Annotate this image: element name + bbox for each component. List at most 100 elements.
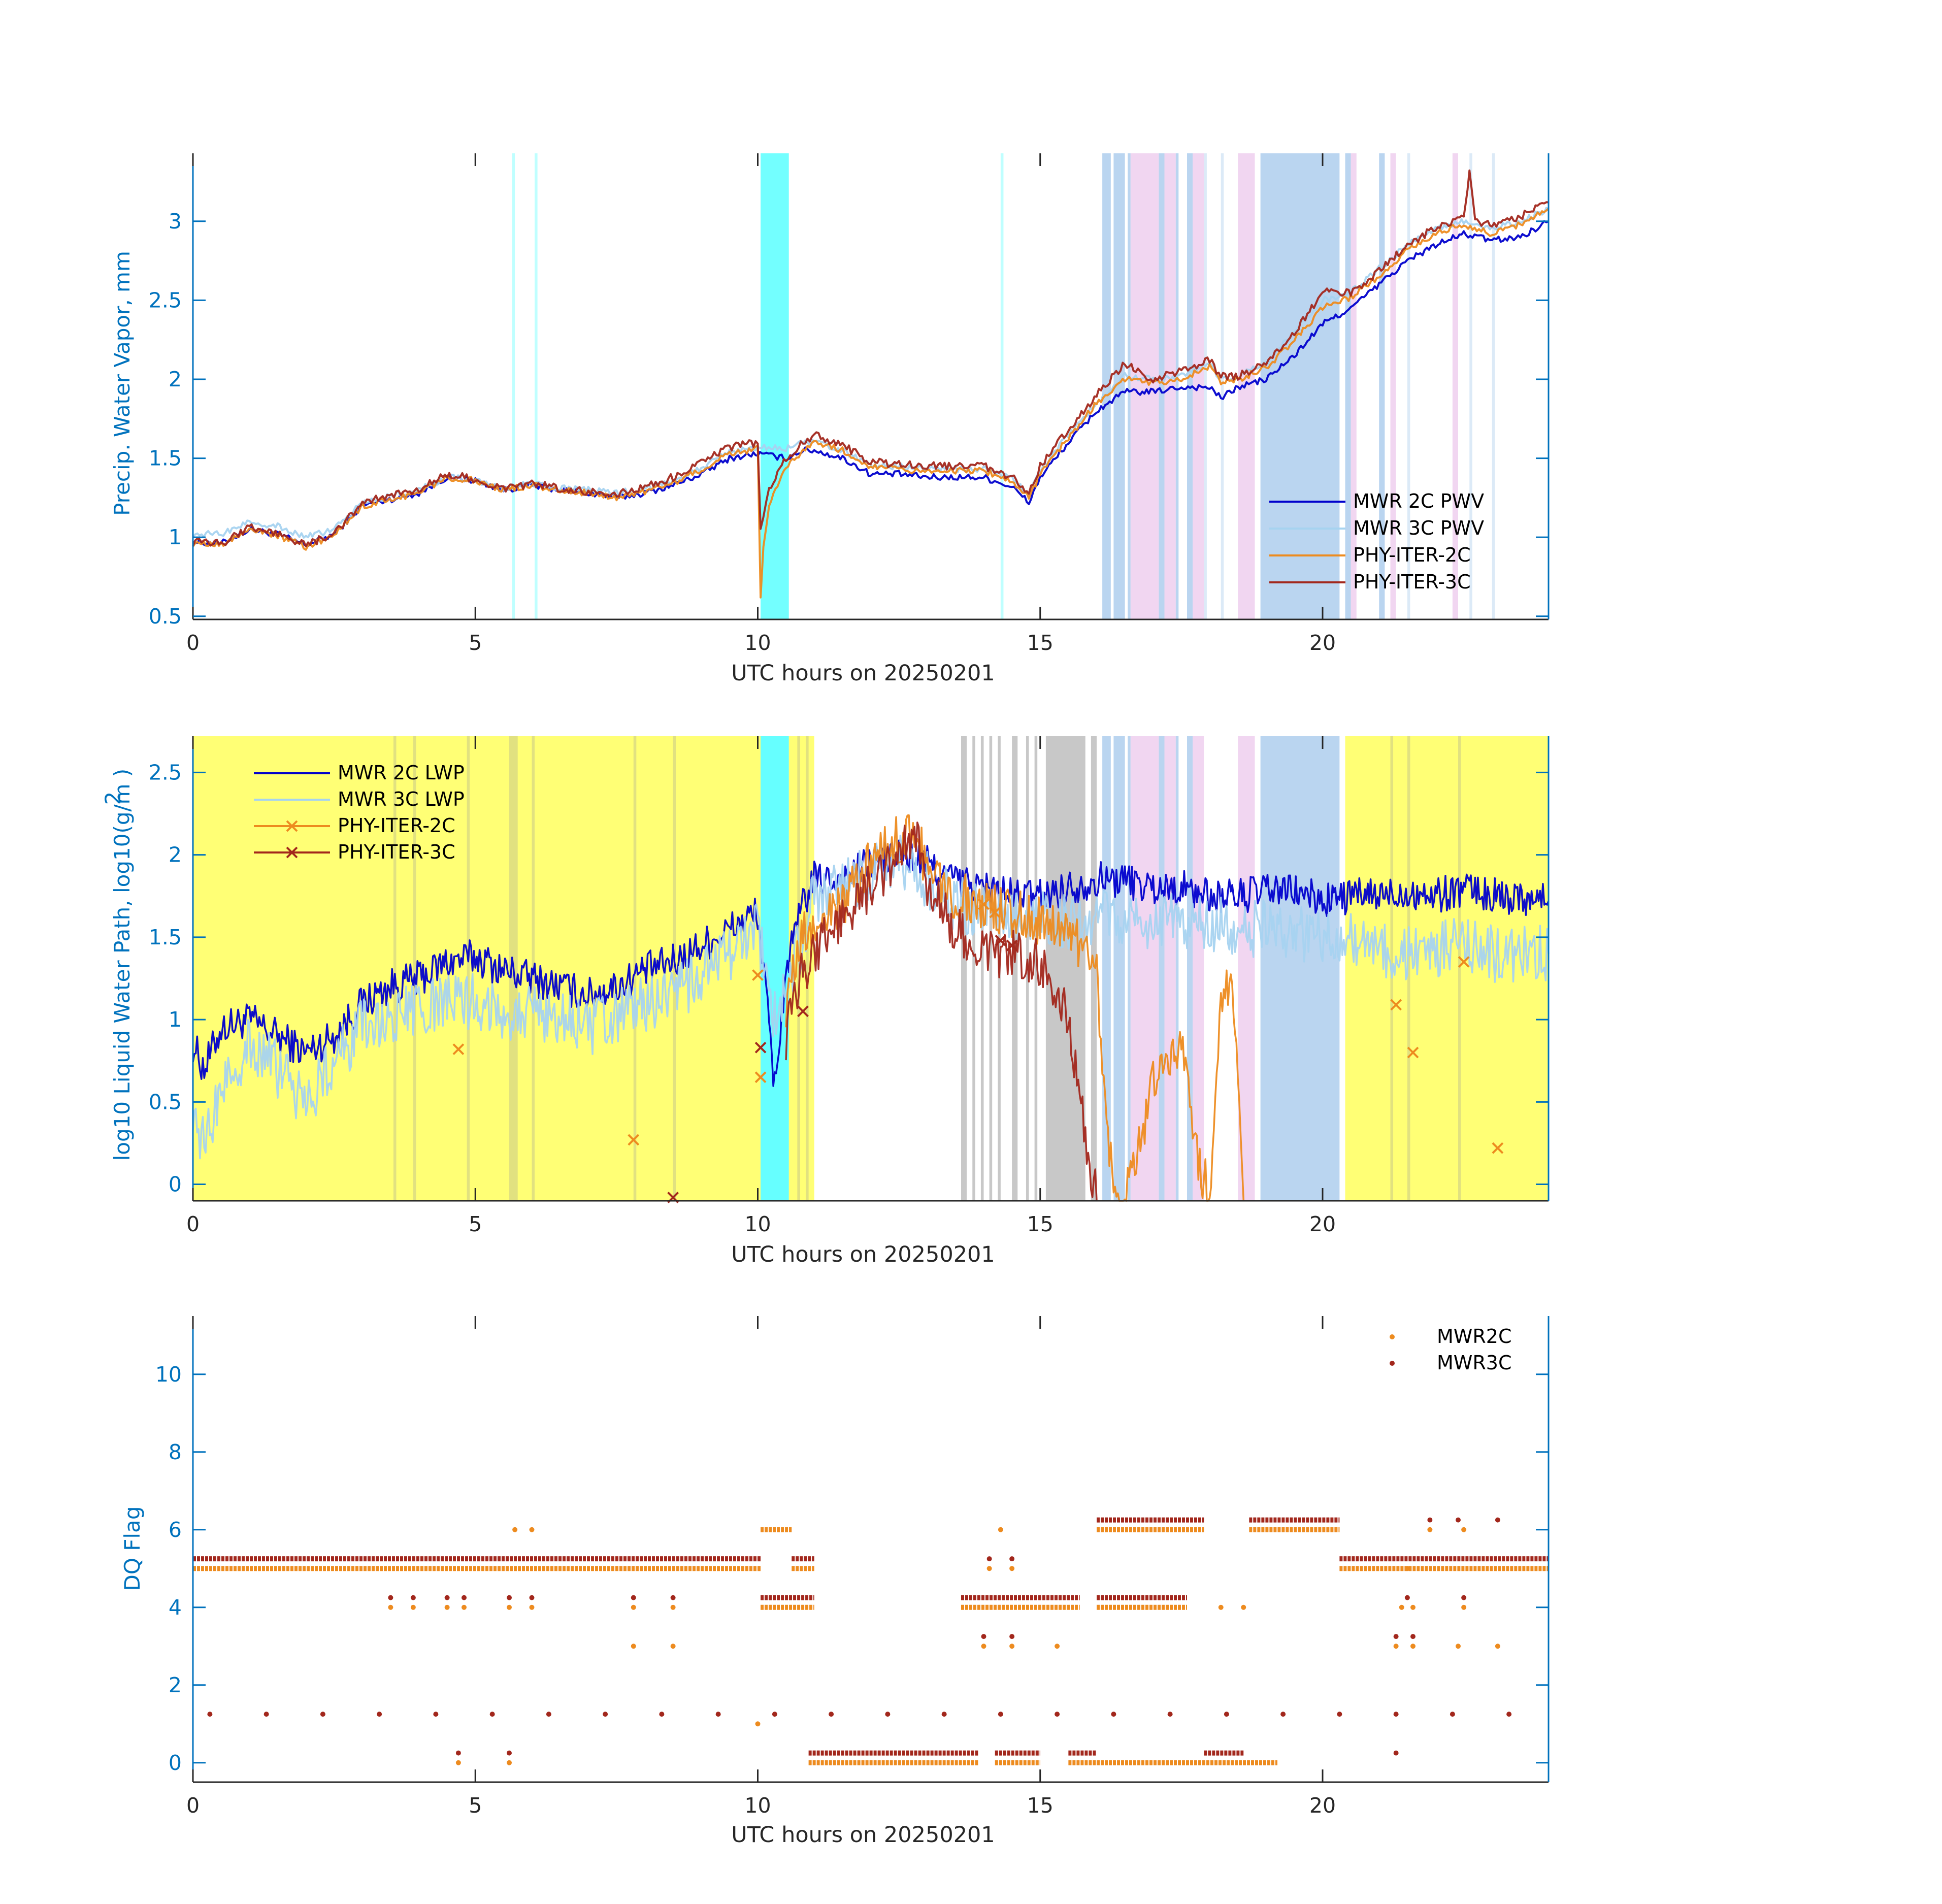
lwp-qc-band: [393, 736, 397, 1201]
pwv-qc-band: [1260, 153, 1340, 619]
dq-flag-point-mwr3c: [941, 1712, 947, 1717]
lwp-y-tick-label: 2: [169, 843, 182, 867]
lwp-x-axis-label: UTC hours on 20250201: [731, 1242, 995, 1267]
lwp-marker-point: [1458, 956, 1470, 968]
dq-flag-point-mwr3c: [1167, 1712, 1173, 1717]
lwp-legend-label: MWR 3C LWP: [338, 788, 465, 810]
lwp-y-tick-label: 1.5: [149, 925, 182, 949]
lwp-legend-label: PHY-ITER-2C: [338, 814, 455, 837]
lwp-marker-point: [1390, 999, 1402, 1011]
pwv-qc-band: [1407, 153, 1410, 619]
lwp-axes: [192, 736, 1550, 1202]
pwv-x-tick-label: 10: [744, 631, 771, 655]
pwv-qc-band: [1351, 153, 1357, 619]
pwv-qc-band: [1130, 153, 1159, 619]
dq-flag-point-mwr2c: [462, 1604, 467, 1610]
dq-flag-point-mwr3c: [1009, 1556, 1015, 1562]
pwv-legend-label: PHY-ITER-3C: [1353, 571, 1471, 593]
dq-flag-point-mwr2c: [1410, 1644, 1416, 1649]
dq-flag-point-mwr3c: [1009, 1634, 1015, 1639]
dq-flag-point-mwr3c: [1427, 1517, 1433, 1523]
lwp-markers: [452, 898, 1504, 1203]
pwv-qc-shading: [512, 153, 1495, 619]
pwv-qc-band: [1221, 153, 1224, 619]
lwp-x-tick-label: 15: [1027, 1212, 1054, 1236]
pwv-qc-band: [761, 153, 789, 619]
dq-flag-point-mwr3c: [885, 1712, 891, 1717]
dq-y-tick-label: 2: [169, 1673, 182, 1697]
lwp-qc-band: [1091, 736, 1097, 1201]
dq-flag-point-mwr2c: [981, 1644, 986, 1649]
lwp-qc-band: [1175, 736, 1179, 1201]
pwv-y-tick-label: 2: [169, 367, 182, 391]
lwp-legend-label: PHY-ITER-3C: [338, 841, 455, 863]
dq-flag-point-mwr3c: [603, 1712, 608, 1717]
pwv-qc-band: [1469, 153, 1472, 619]
lwp-qc-band: [972, 736, 975, 1201]
lwp-series-line-4: [785, 822, 1098, 1201]
dq-x-axis-label: UTC hours on 20250201: [731, 1822, 995, 1848]
lwp-y-axis-label: log10 Liquid Water Path, log10(g/m ): [110, 769, 135, 1161]
dq-flag-point-mwr2c: [444, 1604, 450, 1610]
dq-flag-point-mwr3c: [829, 1712, 834, 1717]
dq-flag-point-mwr3c: [207, 1712, 213, 1717]
lwp-marker-point: [1492, 1142, 1504, 1154]
dq-y-axis-label: DQ Flag: [120, 1506, 145, 1591]
pwv-x-tick-label: 0: [186, 631, 200, 655]
pwv-y-tick-label: 0.5: [149, 604, 182, 629]
dq-flag-point-mwr3c: [507, 1750, 512, 1756]
dq-flag-point-mwr2c: [670, 1604, 676, 1610]
lwp-qc-band: [1012, 736, 1018, 1201]
pwv-qc-band: [1379, 153, 1385, 619]
dq-flag-point-mwr2c: [1461, 1527, 1467, 1532]
lwp-qc-shading: [193, 736, 1549, 1201]
dq-flag-point-mwr3c: [546, 1712, 551, 1717]
dq-flag-point-mwr2c: [512, 1527, 518, 1532]
pwv-qc-band: [1175, 153, 1179, 619]
dq-flag-point-mwr3c: [1393, 1750, 1399, 1756]
dq-flag-point-mwr2c: [388, 1604, 393, 1610]
dq-flag-point-mwr3c: [529, 1595, 535, 1600]
lwp-legend: MWR 2C LWP MWR 3C LWP PHY-ITER-2C PHY-ITER-…: [254, 762, 465, 863]
lwp-series-line-3: [785, 814, 1245, 1202]
lwp-legend-marker: [286, 846, 298, 859]
dq-flag-point-mwr2c: [1399, 1604, 1404, 1610]
pwv-tick-labels: 0 5 10 15 20 0.5 1 1.5 2 2.5 3: [149, 209, 1336, 655]
pwv-qc-band: [1390, 153, 1396, 619]
dq-axes: [192, 1316, 1550, 1783]
dq-flag-point-mwr3c: [631, 1595, 636, 1600]
lwp-qc-band: [467, 736, 470, 1201]
lwp-x-tick-label: 10: [744, 1212, 771, 1236]
pwv-qc-band: [1492, 153, 1495, 619]
dq-flag-point-mwr2c: [986, 1566, 992, 1571]
dq-flag-point-mwr3c: [320, 1712, 325, 1717]
lwp-qc-band: [673, 736, 676, 1201]
dq-flag-point-mwr2c: [507, 1604, 512, 1610]
dq-flag-point-mwr2c: [631, 1644, 636, 1649]
lwp-qc-band: [1260, 736, 1340, 1201]
pwv-panel: 0 5 10 15 20 0.5 1 1.5 2 2.5 3 UTC hours on 202502…: [110, 153, 1550, 686]
dq-flag-point-mwr2c: [529, 1604, 535, 1610]
dq-flag-point-mwr2c: [1461, 1604, 1467, 1610]
dq-panel: 0 5 10 15 20 0 2 4 6 8 10 UTC hours on 20250201 DQ…: [120, 1316, 1550, 1848]
dq-flag-point-mwr3c: [986, 1556, 992, 1562]
lwp-marker-point: [628, 1134, 640, 1146]
lwp-qc-band: [1407, 736, 1410, 1201]
dq-flag-point-mwr2c: [1009, 1566, 1015, 1571]
lwp-qc-band: [413, 736, 416, 1201]
dq-flag-point-mwr2c: [1055, 1644, 1060, 1649]
lwp-y-tick-label: 1: [169, 1007, 182, 1032]
dq-legend-swatch: [1390, 1361, 1395, 1366]
dq-flag-point-mwr3c: [998, 1712, 1003, 1717]
dq-flag-point-mwr3c: [1506, 1712, 1512, 1717]
pwv-legend-label: MWR 3C PWV: [1353, 517, 1484, 539]
dq-flag-point-mwr3c: [377, 1712, 382, 1717]
lwp-marker-point: [1407, 1046, 1419, 1059]
lwp-qc-band: [1458, 736, 1461, 1201]
lwp-marker-point: [452, 1043, 465, 1055]
dq-legend-label: MWR3C: [1437, 1352, 1511, 1374]
pwv-legend-label: PHY-ITER-2C: [1353, 544, 1471, 566]
pwv-qc-band: [535, 153, 538, 619]
lwp-qc-band: [1034, 736, 1038, 1201]
dq-y-tick-label: 6: [169, 1518, 182, 1542]
